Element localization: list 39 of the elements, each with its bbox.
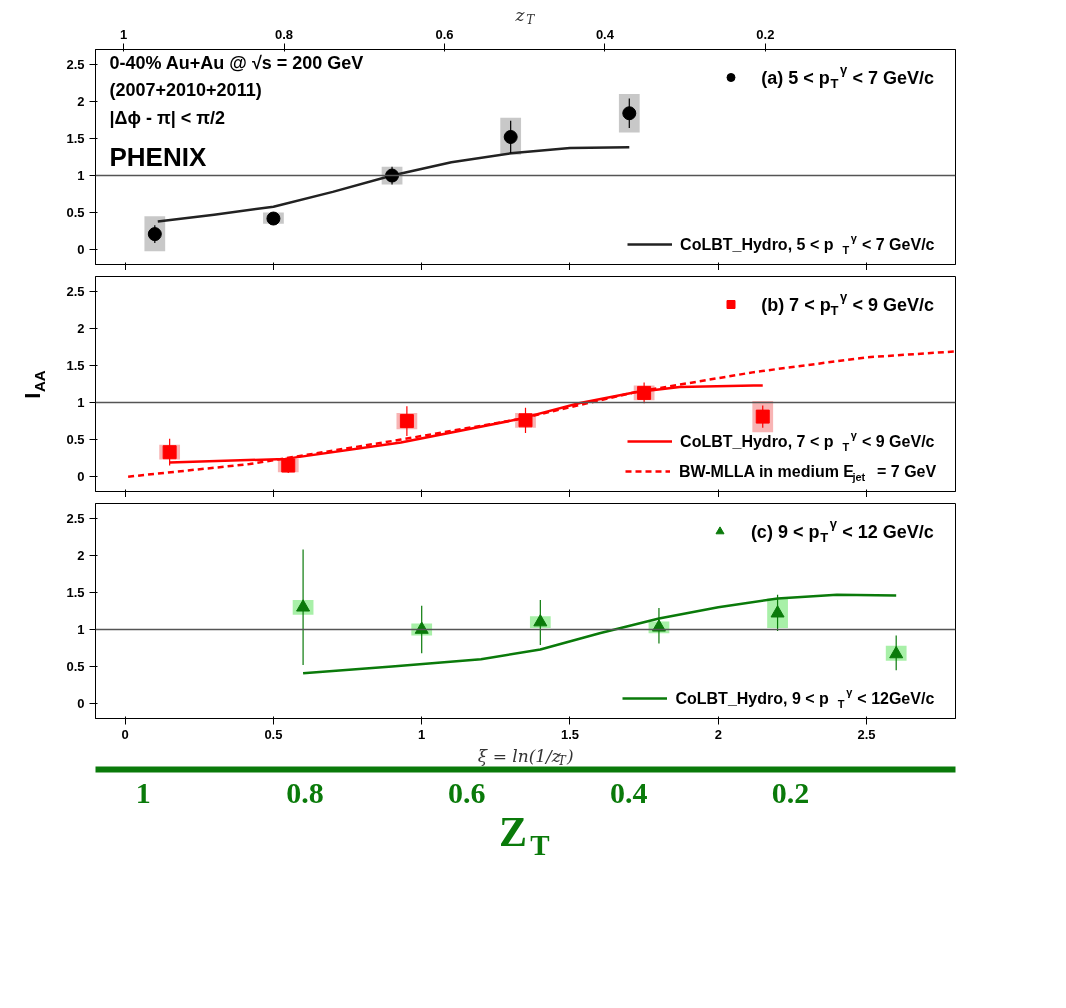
y-tick-label: 1 — [77, 168, 85, 184]
y-tick-label: 2 — [77, 547, 85, 563]
x2-tick-label: 0.6 — [435, 26, 454, 42]
x-tick-label: 0.5 — [264, 726, 283, 742]
y-tick-label: 0 — [77, 696, 85, 712]
x2-tick-label: 0.4 — [595, 26, 615, 42]
y-tick-label: 2 — [77, 320, 85, 336]
x-tick-label: 2.5 — [857, 726, 876, 742]
x2-tick-label: 1 — [135, 775, 151, 809]
y-tick-label: 0.5 — [66, 205, 85, 221]
x2-tick-label: 0.8 — [274, 26, 294, 42]
y-tick-label: 2.5 — [66, 283, 85, 299]
y-tick-label: 0.5 — [66, 659, 85, 675]
x2-tick-label: 0.2 — [771, 775, 810, 809]
x2-tick-label: 0.6 — [448, 775, 486, 809]
y-tick-label: 1.5 — [66, 130, 85, 146]
y-tick-label: 2 — [77, 93, 85, 109]
x-tick-label: 1.5 — [560, 726, 580, 742]
y-axis-title: IAA — [20, 370, 49, 399]
y-tick-label: 1.5 — [66, 357, 85, 373]
y-tick-label: 2.5 — [66, 56, 85, 72]
y-tick-label: 0.5 — [66, 432, 85, 448]
annotation: (2007+2010+2011) — [109, 80, 262, 100]
x2-tick-label: 1 — [119, 26, 128, 42]
y-tick-label: 0 — [77, 469, 85, 485]
x-tick-label: 2 — [714, 726, 722, 742]
y-tick-label: 0 — [77, 242, 85, 258]
annotation: 0-40% Au+Au @ √s = 200 GeV — [109, 52, 364, 73]
y-tick-label: 1 — [77, 395, 85, 411]
x2-tick-label: 0.2 — [756, 26, 775, 42]
x2-tick-label: 0.8 — [286, 775, 324, 809]
y-tick-label: 1 — [77, 622, 85, 638]
y-tick-label: 2.5 — [66, 510, 85, 526]
x-tick-label: 1 — [418, 726, 426, 742]
y-tick-label: 1.5 — [66, 584, 85, 600]
annotation: PHENIX — [109, 142, 207, 172]
annotation: |Δϕ - π| < π/2 — [109, 107, 226, 128]
x-tick-label: 0 — [121, 726, 129, 742]
x2-tick-label: 0.4 — [609, 775, 648, 809]
